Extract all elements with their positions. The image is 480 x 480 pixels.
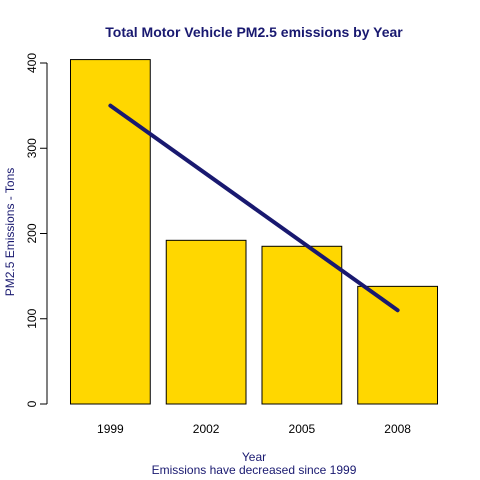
bars (69, 59, 439, 405)
y-tick-label-100: 100 (25, 308, 39, 328)
y-tick-label-400: 400 (25, 53, 39, 73)
y-axis: 0 100 200 300 400 (25, 53, 48, 407)
x-tick-label-2005: 2005 (289, 422, 316, 436)
x-tick-label-1999: 1999 (97, 422, 124, 436)
x-tick-labels: 1999 2002 2005 2008 (97, 422, 411, 436)
y-tick-label-200: 200 (25, 223, 39, 243)
y-tick-label-0: 0 (25, 400, 39, 407)
trend-line-group (108, 103, 400, 313)
bar-2002 (165, 239, 247, 405)
bar-1999 (69, 59, 151, 405)
bar-2005 (261, 245, 343, 405)
trend-line (108, 103, 400, 313)
y-axis-label: PM2.5 Emissions - Tons (3, 168, 17, 297)
bar-2008 (357, 285, 439, 405)
x-axis-label: Year (242, 450, 266, 464)
y-tick-label-300: 300 (25, 138, 39, 158)
x-tick-label-2008: 2008 (384, 422, 411, 436)
chart-subtitle: Emissions have decreased since 1999 (152, 463, 357, 477)
x-tick-label-2002: 2002 (193, 422, 220, 436)
chart-title: Total Motor Vehicle PM2.5 emissions by Y… (105, 24, 403, 40)
